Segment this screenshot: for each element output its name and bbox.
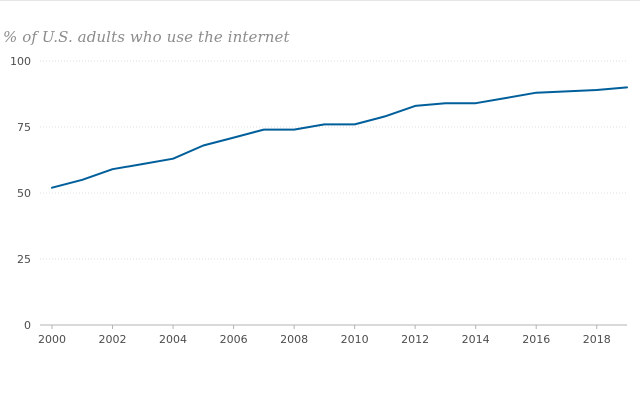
- top-divider: [0, 0, 640, 1]
- y-tick-label: 0: [24, 319, 31, 332]
- x-tick-label: 2014: [462, 333, 490, 346]
- x-tick-label: 2008: [280, 333, 308, 346]
- y-tick-label: 75: [17, 121, 31, 134]
- y-tick-label: 50: [17, 187, 31, 200]
- x-tick-label: 2016: [522, 333, 550, 346]
- x-tick-label: 2002: [99, 333, 127, 346]
- x-tick-label: 2000: [38, 333, 66, 346]
- x-tick-label: 2004: [159, 333, 187, 346]
- x-tick-label: 2012: [401, 333, 429, 346]
- y-tick-label: 25: [17, 253, 31, 266]
- y-tick-label: 100: [10, 55, 31, 68]
- x-tick-label: 2018: [583, 333, 611, 346]
- chart-title: % of U.S. adults who use the internet: [3, 28, 290, 46]
- x-tick-label: 2006: [220, 333, 248, 346]
- series-line: [51, 86, 628, 189]
- x-tick-label: 2010: [341, 333, 369, 346]
